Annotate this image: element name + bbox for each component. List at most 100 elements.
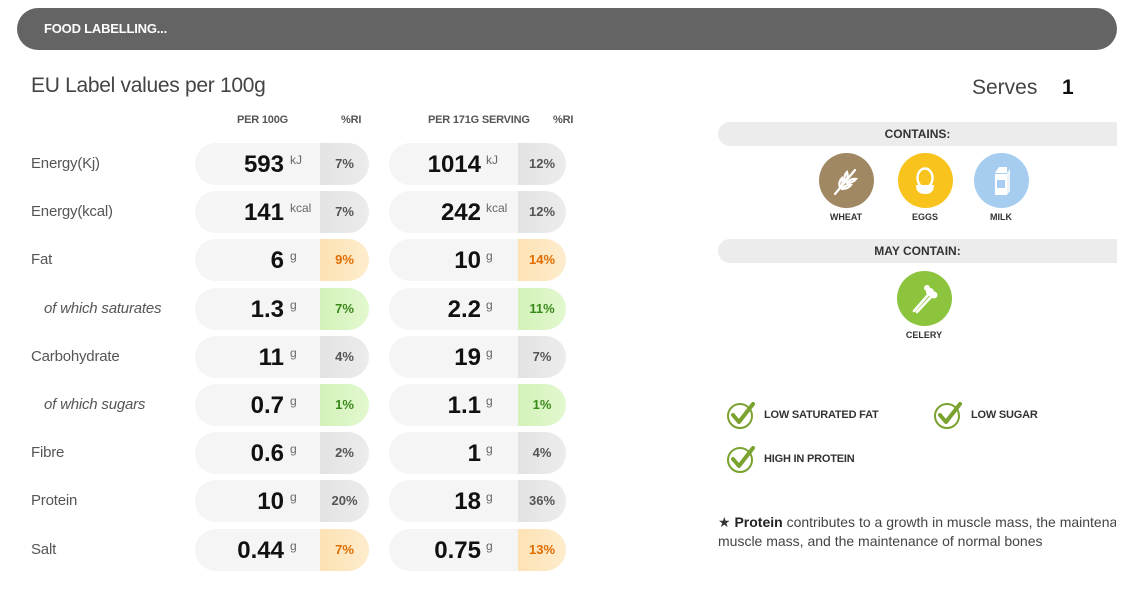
per100-value: 10 bbox=[257, 488, 284, 515]
per100-value: 141 bbox=[243, 199, 284, 226]
footnote-nutrient: Protein bbox=[734, 514, 783, 530]
serving-value: 10 bbox=[454, 247, 481, 274]
serving-value: 1.1 bbox=[447, 392, 481, 419]
check-icon bbox=[727, 402, 755, 429]
wheat-icon bbox=[818, 153, 874, 208]
serving-value: 1 bbox=[467, 440, 481, 467]
row-label: Protein bbox=[31, 492, 78, 509]
per100-unit: kcal bbox=[290, 201, 312, 215]
allergen-wheat: WHEAT bbox=[811, 153, 881, 222]
row-label: of which sugars bbox=[44, 396, 146, 413]
per100-ri: 4% bbox=[320, 336, 369, 378]
row-label: Fat bbox=[31, 251, 53, 268]
footnote-line1: contributes to a growth in muscle mass, … bbox=[786, 514, 1116, 530]
per100-cell: 10 g 20% bbox=[195, 480, 369, 522]
allergen-eggs: EGGS bbox=[890, 153, 960, 222]
per100-ri: 7% bbox=[320, 143, 369, 185]
per100-value: 0.44 bbox=[237, 537, 284, 564]
serving-unit: g bbox=[486, 346, 493, 360]
per100-value: 0.6 bbox=[250, 440, 284, 467]
per100-ri: 2% bbox=[320, 432, 369, 474]
serving-unit: g bbox=[486, 539, 493, 553]
serving-ri: 12% bbox=[518, 191, 566, 233]
per100-ri: 7% bbox=[320, 529, 369, 571]
per100-ri: 7% bbox=[320, 288, 369, 330]
per100-unit: g bbox=[290, 298, 297, 312]
serving-value: 2.2 bbox=[447, 296, 481, 323]
egg-icon bbox=[897, 153, 953, 208]
serving-cell: 1.1 g 1% bbox=[389, 384, 566, 426]
serving-ri: 13% bbox=[518, 529, 566, 571]
claim-label: LOW SATURATED FAT bbox=[764, 409, 879, 421]
serving-unit: kcal bbox=[486, 201, 508, 215]
serving-value: 19 bbox=[454, 344, 481, 371]
per100-value: 593 bbox=[243, 151, 284, 178]
per100-unit: kJ bbox=[290, 153, 302, 167]
serving-ri: 11% bbox=[518, 288, 566, 330]
per100-value: 0.7 bbox=[250, 392, 284, 419]
row-label: Energy(kcal) bbox=[31, 203, 113, 220]
serving-unit: g bbox=[486, 490, 493, 504]
allergen-celery: CELERY bbox=[889, 271, 959, 340]
per100-ri: 20% bbox=[320, 480, 369, 522]
serving-unit: kJ bbox=[486, 153, 498, 167]
per100-cell: 0.7 g 1% bbox=[195, 384, 369, 426]
serving-value: 242 bbox=[440, 199, 481, 226]
milk-icon bbox=[973, 153, 1029, 208]
serving-ri: 12% bbox=[518, 143, 566, 185]
allergen-eggs-label: EGGS bbox=[911, 212, 938, 222]
per100-ri: 9% bbox=[320, 239, 369, 281]
serving-cell: 18 g 36% bbox=[389, 480, 566, 522]
serving-ri: 7% bbox=[518, 336, 566, 378]
label-title: EU Label values per 100g bbox=[31, 74, 266, 97]
row-label: Carbohydrate bbox=[31, 348, 120, 365]
serving-cell: 0.75 g 13% bbox=[389, 529, 566, 571]
row-label: of which saturates bbox=[44, 300, 162, 317]
per100-unit: g bbox=[290, 394, 297, 408]
serving-cell: 1 g 4% bbox=[389, 432, 566, 474]
serving-unit: g bbox=[486, 394, 493, 408]
per100-cell: 0.44 g 7% bbox=[195, 529, 369, 571]
per100-value: 1.3 bbox=[250, 296, 284, 323]
serving-cell: 1014 kJ 12% bbox=[389, 143, 566, 185]
col-head-serving: PER 171G SERVING bbox=[428, 114, 530, 126]
serving-unit: g bbox=[486, 249, 493, 263]
contains-bar: CONTAINS: bbox=[718, 122, 1117, 146]
serves-value: 1 bbox=[1062, 76, 1074, 99]
per100-unit: g bbox=[290, 442, 297, 456]
serving-unit: g bbox=[486, 442, 493, 456]
contains-title: CONTAINS: bbox=[884, 127, 951, 141]
per100-cell: 11 g 4% bbox=[195, 336, 369, 378]
star-icon: ★ bbox=[718, 514, 731, 530]
may-contain-bar: MAY CONTAIN: bbox=[718, 239, 1117, 263]
per100-unit: g bbox=[290, 490, 297, 504]
footnote-line2: muscle mass, and the maintenance of norm… bbox=[718, 533, 1043, 549]
claim-label: HIGH IN PROTEIN bbox=[764, 453, 855, 465]
row-label: Energy(Kj) bbox=[31, 155, 100, 172]
per100-cell: 141 kcal 7% bbox=[195, 191, 369, 233]
allergen-milk-label: MILK bbox=[990, 212, 1012, 222]
per100-value: 6 bbox=[270, 247, 284, 274]
per100-cell: 593 kJ 7% bbox=[195, 143, 369, 185]
per100-cell: 0.6 g 2% bbox=[195, 432, 369, 474]
per100-unit: g bbox=[290, 346, 297, 360]
col-head-ri-serving: %RI bbox=[553, 114, 574, 126]
protein-footnote: ★ Protein contributes to a growth in mus… bbox=[718, 513, 1116, 551]
per100-unit: g bbox=[290, 539, 297, 553]
claim-high-in-protein: HIGH IN PROTEIN bbox=[726, 444, 855, 474]
per100-cell: 6 g 9% bbox=[195, 239, 369, 281]
allergen-celery-label: CELERY bbox=[905, 330, 943, 340]
per100-value: 11 bbox=[258, 344, 284, 371]
per100-cell: 1.3 g 7% bbox=[195, 288, 369, 330]
serving-value: 18 bbox=[454, 488, 481, 515]
row-label: Fibre bbox=[31, 444, 65, 461]
serving-value: 1014 bbox=[427, 151, 481, 178]
serving-unit: g bbox=[486, 298, 493, 312]
col-head-ri-100: %RI bbox=[341, 114, 362, 126]
row-label: Salt bbox=[31, 541, 57, 558]
header-title: FOOD LABELLING... bbox=[44, 21, 167, 36]
claim-low-sugar: LOW SUGAR bbox=[933, 400, 1038, 430]
check-icon bbox=[934, 402, 962, 429]
serves-label: Serves bbox=[972, 76, 1038, 99]
serving-cell: 2.2 g 11% bbox=[389, 288, 566, 330]
